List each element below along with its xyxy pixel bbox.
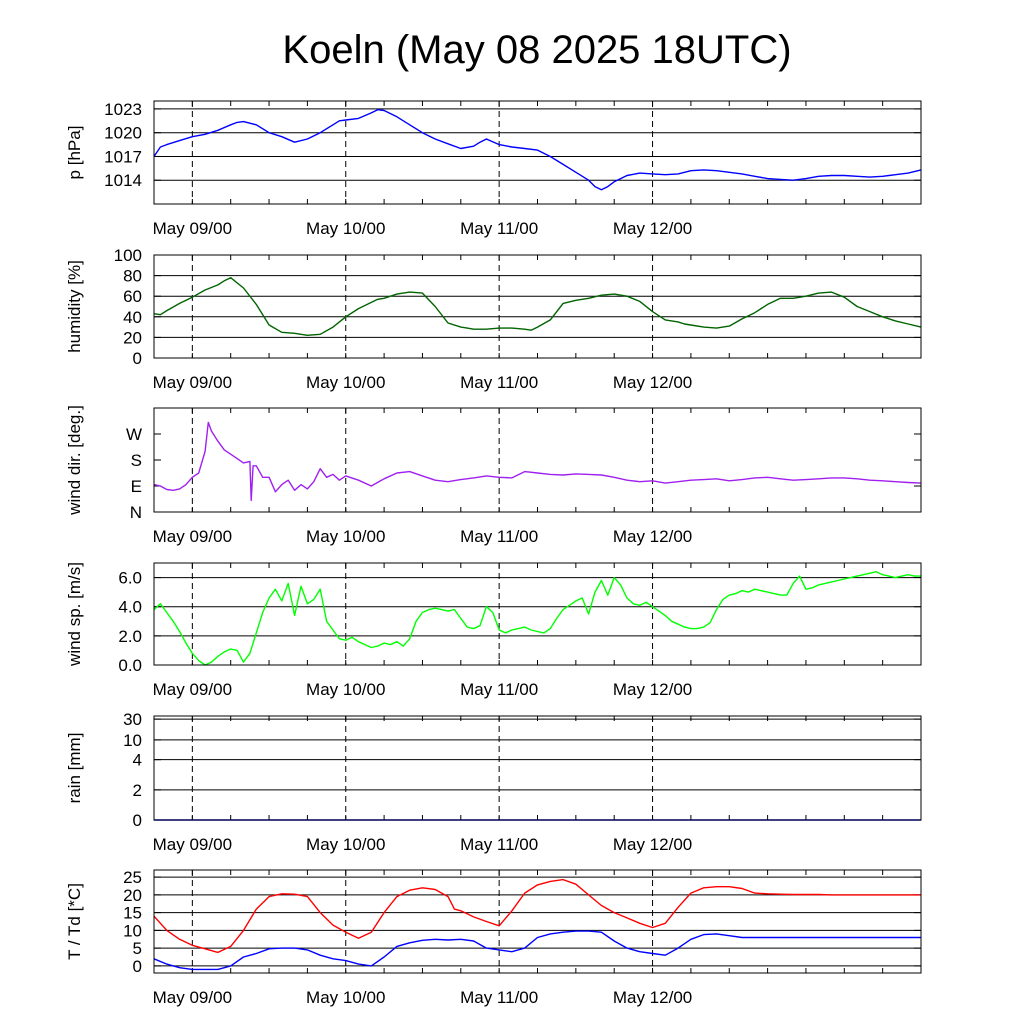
pressure-y-tick-label: 1014 [104, 171, 142, 190]
humidity-x-tick-label: May 10/00 [306, 373, 385, 392]
rain-panel: May 09/00 May 10/00 May 11/00 May 12/00 0 2 41… [65, 710, 922, 854]
wind-direction-panel: May 09/00 May 10/00 May 11/00 May 12/00 NESW… [65, 405, 922, 546]
temperature-y-tick-label: 10 [123, 921, 142, 940]
humidity-x-tick-label: May 09/00 [153, 373, 232, 392]
wind-speed-y-tick-label: 0.0 [118, 656, 142, 675]
humidity-y-tick-label: 20 [123, 328, 142, 347]
temperature-x-tick-label: May 12/00 [613, 988, 692, 1007]
wind-speed-y-tick-label: 4.0 [118, 598, 142, 617]
pressure-axis-label: p [hPa] [65, 126, 84, 180]
humidity-y-tick-label: 40 [123, 308, 142, 327]
temperature-series-line-2 [153, 930, 921, 971]
temperature-x-tick-label: May 09/00 [153, 988, 232, 1007]
rain-x-tick-label: May 10/00 [306, 835, 385, 854]
temperature-x-tick-label: May 11/00 [460, 988, 538, 1007]
rain-y-tick-label: 30 [123, 710, 142, 729]
wind-direction-y-tick-label: N [130, 503, 142, 522]
humidity-y-tick-label: 60 [123, 287, 142, 306]
pressure-y-tick-label: 1023 [104, 100, 142, 119]
rain-y-tick-label: 0 [133, 811, 142, 830]
pressure-y-tick-label: 1017 [104, 147, 142, 166]
wind-direction-axis-label: wind dir. [deg.] [65, 405, 84, 516]
humidity-x-tick-label: May 11/00 [460, 373, 538, 392]
wind-speed-panel: May 09/00 May 10/00 May 11/00 May 12/00 0.0 2… [65, 562, 922, 699]
panels: May 09/00 May 10/00 May 11/00 May 12/00 1014… [65, 100, 922, 1007]
wind-direction-x-tick-label: May 12/00 [613, 527, 692, 546]
rain-y-tick-label: 10 [123, 731, 142, 750]
humidity-plot-frame [153, 254, 922, 359]
humidity-series-line-1 [153, 277, 922, 336]
pressure-x-tick-label: May 09/00 [153, 219, 232, 238]
temperature-y-tick-label: 25 [123, 868, 142, 887]
wind-direction-x-tick-label: May 10/00 [306, 527, 385, 546]
wind-speed-series-line-1 [153, 571, 921, 666]
humidity-y-tick-label: 80 [123, 267, 142, 286]
temperature-y-tick-label: 15 [123, 904, 142, 923]
wind-speed-x-tick-label: May 12/00 [613, 680, 692, 699]
wind-direction-y-tick-label: S [131, 451, 142, 470]
temperature-series-line-1 [153, 878, 921, 954]
wind-speed-y-tick-label: 2.0 [118, 627, 142, 646]
temperature-panel: May 09/00 May 10/00 May 11/00 May 12/00 0510… [65, 868, 922, 1007]
wind-direction-plot-frame [153, 407, 922, 513]
wind-direction-y-tick-label: W [126, 425, 142, 444]
wind-direction-x-tick-label: May 09/00 [153, 527, 232, 546]
pressure-y-tick-label: 1020 [104, 124, 142, 143]
pressure-panel: May 09/00 May 10/00 May 11/00 May 12/00 1014… [65, 100, 922, 238]
wind-speed-x-tick-label: May 11/00 [460, 680, 538, 699]
pressure-x-tick-label: May 12/00 [613, 219, 692, 238]
wind-direction-y-tick-label: E [131, 477, 142, 496]
humidity-x-tick-label: May 12/00 [613, 373, 692, 392]
wind-direction-x-tick-label: May 11/00 [460, 527, 538, 546]
temperature-plot-frame [153, 869, 922, 974]
rain-plot-frame [153, 715, 922, 821]
wind-speed-x-tick-label: May 09/00 [153, 680, 232, 699]
pressure-plot-frame [153, 100, 922, 205]
rain-x-tick-label: May 09/00 [153, 835, 232, 854]
pressure-x-tick-label: May 10/00 [306, 219, 385, 238]
humidity-axis-label: humidity [%] [65, 260, 84, 353]
pressure-x-tick-label: May 11/00 [460, 219, 538, 238]
pressure-series-line-1 [153, 108, 922, 191]
humidity-y-tick-label: 100 [114, 246, 142, 265]
humidity-panel: May 09/00 May 10/00 May 11/00 May 12/00 0 204… [65, 246, 922, 392]
humidity-y-tick-label: 0 [133, 349, 142, 368]
wind-speed-plot-frame [153, 562, 922, 666]
rain-y-tick-label: 4 [133, 751, 142, 770]
rain-y-tick-label: 2 [133, 781, 142, 800]
rain-axis-label: rain [mm] [65, 733, 84, 804]
temperature-y-tick-label: 20 [123, 886, 142, 905]
wind-speed-x-tick-label: May 10/00 [306, 680, 385, 699]
temperature-y-tick-label: 5 [133, 939, 142, 958]
temperature-y-tick-label: 0 [133, 957, 142, 976]
temperature-axis-label: T / Td [*C] [65, 883, 84, 960]
chart-title: Koeln (May 08 2025 18UTC) [282, 28, 791, 72]
wind-speed-axis-label: wind sp. [m/s] [65, 562, 84, 667]
rain-x-tick-label: May 12/00 [613, 835, 692, 854]
temperature-x-tick-label: May 10/00 [306, 988, 385, 1007]
wind-direction-series-line-1 [153, 421, 922, 502]
rain-x-tick-label: May 11/00 [460, 835, 538, 854]
wind-speed-y-tick-label: 6.0 [118, 569, 142, 588]
